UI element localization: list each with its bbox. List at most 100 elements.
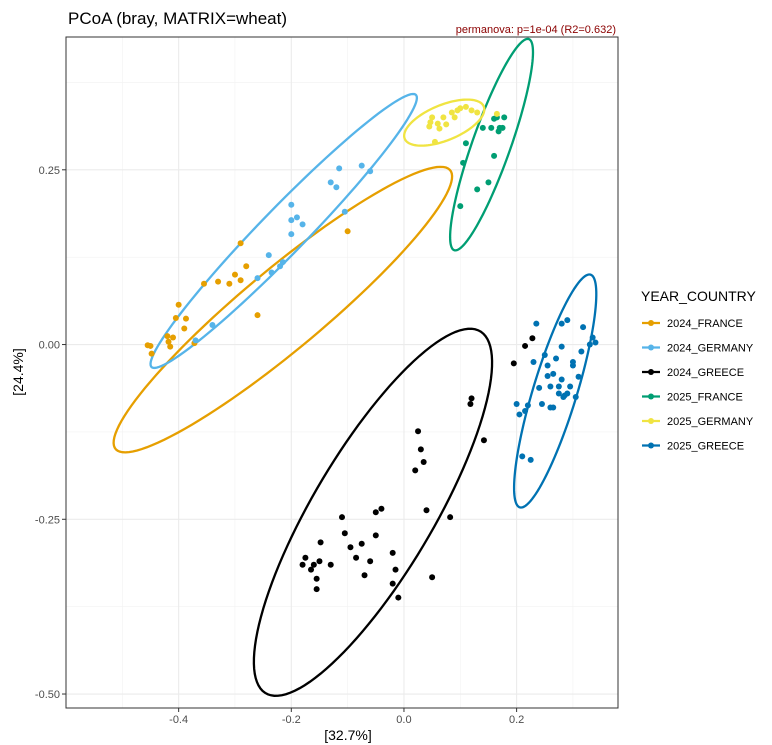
point-2025-greece	[575, 373, 582, 380]
point-2024-greece	[467, 400, 474, 407]
point-2025-greece	[547, 383, 554, 390]
point-2024-france	[165, 338, 172, 345]
point-2025-france	[479, 124, 486, 131]
point-2025-greece	[558, 343, 565, 350]
point-2024-france	[181, 325, 188, 332]
point-2024-germany	[254, 275, 261, 282]
point-2024-france	[215, 278, 222, 285]
point-2025-france	[499, 124, 506, 131]
legend-key-point	[648, 320, 654, 326]
point-2024-greece	[420, 458, 427, 465]
point-2025-germany	[427, 119, 434, 126]
point-2025-greece	[589, 334, 596, 341]
point-2025-germany	[493, 110, 500, 117]
legend-title: YEAR_COUNTRY	[641, 288, 757, 304]
point-2024-germany	[293, 214, 300, 221]
point-2024-france	[344, 228, 351, 235]
y-axis: -0.50 -0.25 0.00 0.25	[35, 165, 66, 701]
point-2025-germany	[431, 138, 438, 145]
point-2025-germany	[440, 114, 447, 121]
point-2025-france	[488, 124, 495, 131]
minor-gridlines	[66, 37, 618, 708]
point-2024-greece	[308, 566, 315, 573]
point-2024-france	[237, 240, 244, 247]
point-2025-france	[460, 159, 467, 166]
point-2024-greece	[389, 549, 396, 556]
point-2024-greece	[310, 561, 317, 568]
point-2024-greece	[510, 360, 517, 367]
point-2024-greece	[367, 558, 374, 565]
legend-item-2025-france: 2025_FRANCE	[642, 392, 743, 404]
point-2025-greece	[567, 383, 574, 390]
point-2025-greece	[519, 453, 526, 460]
point-2024-germany	[299, 221, 306, 228]
point-2024-greece	[347, 544, 354, 551]
y-axis-title: [24.4%]	[10, 348, 26, 395]
permanova-annotation: permanova: p=1e-04 (R2=0.632)	[456, 24, 616, 36]
legend-label: 2024_FRANCE	[667, 318, 743, 330]
point-2024-greece	[361, 572, 368, 579]
y-tick-label: 0.25	[39, 165, 60, 177]
point-2024-greece	[327, 561, 334, 568]
x-tick-label: 0.0	[396, 714, 411, 726]
point-2024-france	[172, 314, 179, 321]
legend-item-2025-greece: 2025_GREECE	[642, 441, 744, 453]
point-2024-greece	[417, 446, 424, 453]
point-2024-germany	[209, 321, 216, 328]
point-2024-germany	[268, 269, 275, 276]
point-2024-greece	[415, 428, 422, 435]
point-2025-france	[501, 114, 508, 121]
ellipse-2024-greece	[252, 327, 494, 697]
point-2025-greece	[572, 393, 579, 400]
legend-key-point	[648, 393, 654, 400]
point-2024-greece	[412, 467, 419, 474]
point-2024-greece	[353, 554, 360, 561]
point-2025-france	[491, 115, 498, 122]
point-2024-germany	[192, 337, 199, 344]
point-2025-france	[485, 179, 492, 186]
point-2024-germany	[336, 165, 343, 172]
point-2024-france	[201, 280, 207, 287]
legend-key-point	[648, 442, 654, 449]
point-2025-greece	[553, 355, 560, 362]
point-2025-greece	[592, 339, 599, 346]
point-2024-greece	[313, 586, 320, 593]
point-2024-greece	[395, 594, 402, 601]
point-2024-greece	[302, 554, 309, 561]
point-2024-france	[226, 280, 233, 287]
point-2025-germany	[462, 103, 469, 110]
point-2025-greece	[569, 362, 576, 369]
plot-panel	[65, 36, 619, 709]
point-2025-greece	[533, 320, 540, 327]
point-2024-germany	[288, 217, 295, 224]
point-2025-france	[474, 186, 481, 193]
ellipse-2025-france	[448, 37, 535, 252]
point-2024-greece	[447, 514, 454, 521]
point-2024-germany	[333, 184, 340, 191]
point-2025-greece	[516, 411, 523, 418]
point-2025-france	[462, 140, 469, 147]
point-2024-greece	[429, 574, 436, 581]
point-2024-germany	[288, 201, 295, 208]
ellipse-2025-germany	[402, 98, 486, 147]
legend-item-2024-germany: 2024_GERMANY	[642, 343, 754, 355]
panel-border	[65, 36, 619, 709]
ellipse-2024-france	[112, 165, 454, 454]
point-2024-france	[231, 271, 238, 278]
point-2024-greece	[522, 342, 529, 349]
point-2025-greece	[580, 324, 587, 331]
point-2025-greece	[513, 400, 520, 407]
point-2024-france	[243, 263, 250, 270]
point-2024-greece	[339, 514, 345, 521]
point-2025-greece	[564, 390, 571, 397]
point-2025-greece	[530, 359, 537, 366]
point-2024-germany	[327, 179, 334, 186]
point-2025-greece	[536, 384, 543, 391]
point-2025-germany	[457, 105, 464, 112]
legend-label: 2025_FRANCE	[667, 392, 743, 404]
point-2025-greece	[586, 341, 593, 348]
point-2024-germany	[279, 259, 286, 266]
point-2025-greece	[555, 390, 562, 397]
point-2025-greece	[555, 383, 562, 390]
point-2024-france	[170, 334, 177, 341]
